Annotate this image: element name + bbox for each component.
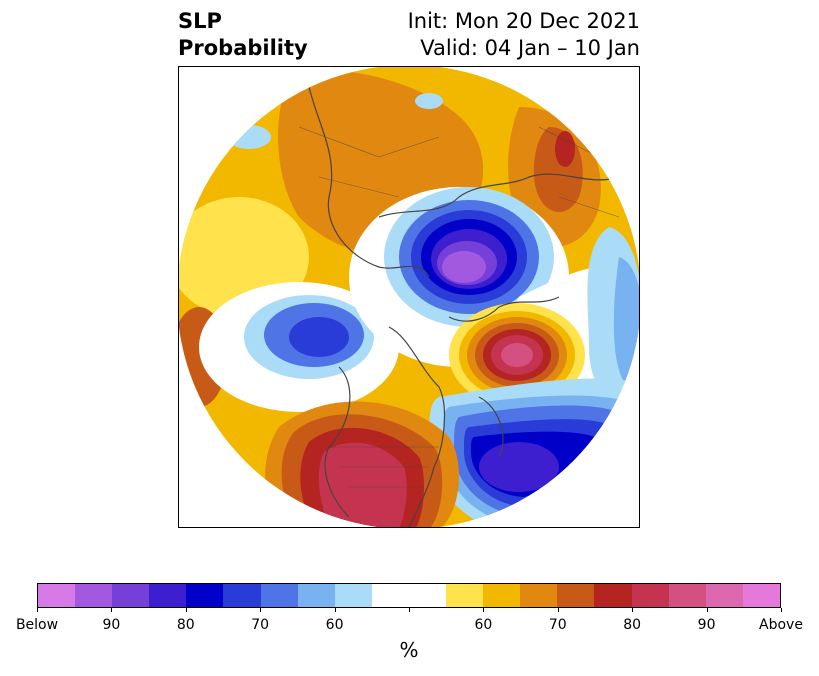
colorbar-segment bbox=[446, 584, 484, 607]
colorbar-segment bbox=[186, 584, 224, 607]
colorbar-segment bbox=[594, 584, 632, 607]
colorbar-segment bbox=[260, 584, 298, 607]
colorbar-tick-mark bbox=[781, 608, 782, 612]
map-disc bbox=[179, 67, 639, 527]
blue-core-atlantic bbox=[289, 317, 349, 357]
colorbar-segment bbox=[483, 584, 521, 607]
colorbar-tick-mark bbox=[706, 608, 708, 612]
colorbar-tick-label: Above bbox=[759, 617, 803, 633]
colorbar-tick-mark bbox=[409, 608, 410, 612]
high-core bbox=[501, 343, 533, 367]
valid-range: Valid: 04 Jan – 10 Jan bbox=[420, 36, 640, 60]
colorbar-tick-label: 60 bbox=[474, 617, 493, 633]
title-right: Init: Mon 20 Dec 2021 Valid: 04 Jan – 10… bbox=[408, 8, 640, 62]
probability-map bbox=[178, 66, 640, 528]
coastlines bbox=[308, 86, 620, 527]
title-left: SLP Probability bbox=[178, 8, 308, 62]
colorbar-tick-label: 60 bbox=[325, 617, 344, 633]
colorbar-segment bbox=[149, 584, 187, 607]
colorbar-tick-mark bbox=[111, 608, 113, 612]
warm-sw-core bbox=[318, 442, 407, 527]
colorbar-segment bbox=[223, 584, 261, 607]
colorbar-tick-mark bbox=[185, 608, 187, 612]
colorbar-segment bbox=[668, 584, 706, 607]
colorbar-tick-mark bbox=[260, 608, 262, 612]
colorbar-segment bbox=[112, 584, 150, 607]
blue-patch-top bbox=[415, 93, 443, 109]
colorbar-segment bbox=[557, 584, 595, 607]
colorbar-segment bbox=[408, 584, 447, 607]
colorbar-segment bbox=[520, 584, 558, 607]
colorbar-segment bbox=[334, 584, 372, 607]
colorbar-segment bbox=[38, 584, 76, 607]
colorbar-tick-label: 80 bbox=[176, 617, 195, 633]
colorbar-segment bbox=[75, 584, 113, 607]
colorbar-segment bbox=[371, 584, 409, 607]
blue-patch-north bbox=[227, 125, 271, 149]
colorbar-tick-label: 90 bbox=[102, 617, 121, 633]
colorbar-tick-label: 90 bbox=[697, 617, 716, 633]
low-se-core bbox=[479, 442, 559, 492]
colorbar-tick-label: 70 bbox=[548, 617, 567, 633]
colorbar-tick-mark bbox=[632, 608, 634, 612]
title-variable: SLP bbox=[178, 9, 222, 33]
title-subtitle: Probability bbox=[178, 36, 308, 60]
colorbar-tick-mark bbox=[483, 608, 485, 612]
colorbar-segment bbox=[631, 584, 669, 607]
colorbar-tick-mark bbox=[557, 608, 559, 612]
colorbar bbox=[37, 583, 781, 608]
colorbar-tick-label: Below bbox=[15, 617, 59, 633]
colorbar-tick-label: 70 bbox=[251, 617, 270, 633]
polar-low-core bbox=[442, 251, 486, 283]
colorbar-segment bbox=[705, 584, 743, 607]
colorbar-segment bbox=[742, 584, 780, 607]
init-date: Init: Mon 20 Dec 2021 bbox=[407, 9, 640, 33]
colorbar-tick-mark bbox=[37, 608, 38, 612]
borders bbox=[298, 126, 620, 488]
colorbar-segment bbox=[297, 584, 335, 607]
red-core-siberia bbox=[555, 131, 575, 167]
map-svg bbox=[179, 67, 639, 527]
colorbar-unit: % bbox=[399, 638, 419, 662]
colorbar-tick-label: 80 bbox=[623, 617, 642, 633]
colorbar-tick-mark bbox=[334, 608, 336, 612]
